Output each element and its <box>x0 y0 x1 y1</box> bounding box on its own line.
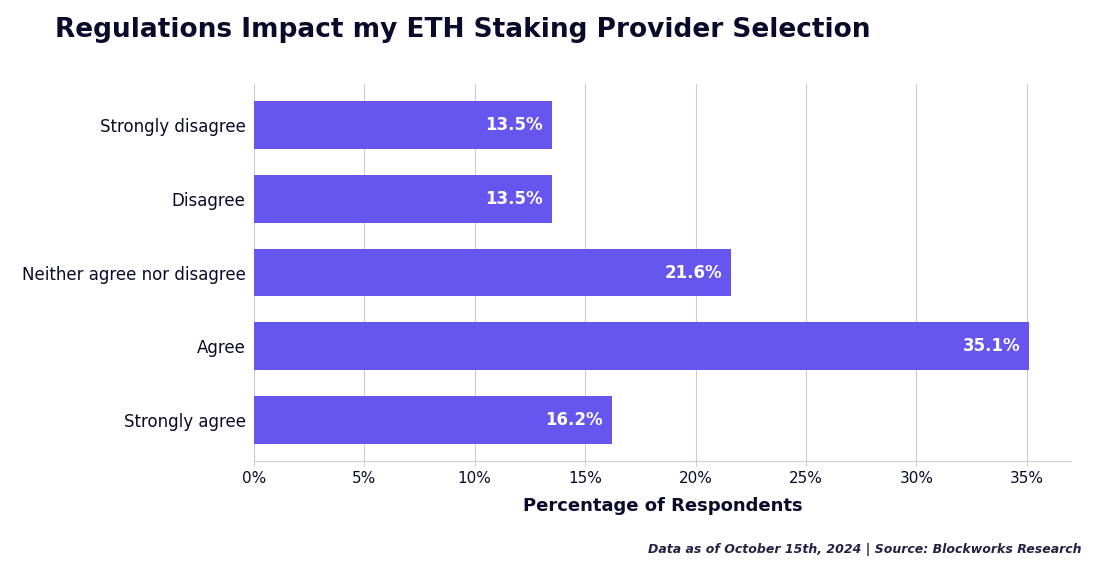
Bar <box>254 175 552 223</box>
Text: Regulations Impact my ETH Staking Provider Selection: Regulations Impact my ETH Staking Provid… <box>55 17 871 43</box>
Bar <box>254 322 1029 370</box>
Bar <box>254 396 612 444</box>
Text: 13.5%: 13.5% <box>486 190 543 208</box>
Text: 21.6%: 21.6% <box>665 264 722 282</box>
Bar <box>254 248 731 297</box>
Text: Data as of October 15th, 2024 | Source: Blockworks Research: Data as of October 15th, 2024 | Source: … <box>648 543 1082 556</box>
Bar <box>254 101 552 149</box>
X-axis label: Percentage of Respondents: Percentage of Respondents <box>522 497 803 515</box>
Text: 13.5%: 13.5% <box>486 116 543 134</box>
Text: 35.1%: 35.1% <box>963 337 1020 355</box>
Text: 16.2%: 16.2% <box>545 411 603 429</box>
